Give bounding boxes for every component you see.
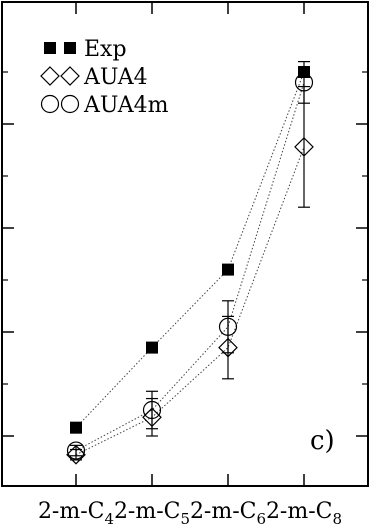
series-line-aua4m	[75, 82, 305, 452]
point-aua4m	[142, 400, 162, 420]
point-aua4m	[218, 317, 238, 336]
legend-label-aua4: AUA4	[83, 65, 148, 90]
point-aua4m	[294, 73, 314, 92]
legend-marker-exp	[44, 42, 56, 54]
legend-marker-aua4m	[60, 94, 80, 114]
point-aua4	[294, 137, 314, 157]
series-line-exp	[75, 71, 305, 429]
point-aua4	[142, 407, 162, 428]
x-tick-label: 2-m-C8	[266, 499, 342, 528]
point-exp	[146, 341, 158, 354]
x-tick-label: 2-m-C6	[190, 499, 266, 528]
series-line-aua4	[75, 146, 305, 456]
panel-label: c)	[310, 426, 335, 456]
point-aua4m	[66, 441, 86, 460]
point-aua4	[218, 337, 238, 358]
x-tick-label: 2-m-C4	[38, 499, 114, 528]
point-exp	[298, 66, 310, 78]
x-tick-label: 2-m-C5	[114, 499, 190, 528]
point-exp	[70, 421, 82, 434]
point-aua4	[66, 444, 86, 465]
point-exp	[222, 263, 234, 276]
x-tick-labels: 2-m-C4 2-m-C5 2-m-C6 2-m-C8	[38, 499, 342, 528]
legend-marker-aua4m	[40, 94, 60, 114]
series-lines	[75, 71, 305, 456]
error-bars	[70, 60, 310, 461]
legend-label-aua4m: AUA4m	[83, 93, 169, 118]
axes-frame	[1, 1, 369, 487]
axis-ticks	[2, 2, 368, 486]
legend-marker-aua4	[40, 66, 60, 86]
plot-frame	[1, 1, 369, 487]
legend-marker-aua4	[60, 66, 80, 86]
data-markers	[66, 66, 314, 465]
legend-label-exp: Exp	[84, 37, 127, 62]
legend-marker-exp	[64, 42, 76, 54]
legend: Exp AUA4 AUA4m	[40, 37, 169, 118]
